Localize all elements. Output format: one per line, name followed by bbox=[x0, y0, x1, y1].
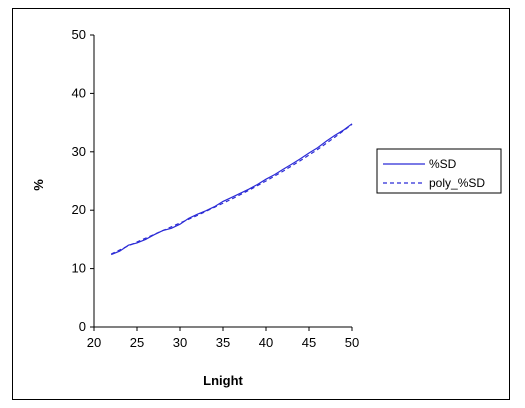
x-tick-label: 30 bbox=[173, 335, 187, 350]
x-tick-label: 25 bbox=[130, 335, 144, 350]
series-line-1 bbox=[110, 123, 353, 256]
y-tick-label: 20 bbox=[72, 202, 86, 217]
axes bbox=[93, 35, 352, 328]
legend-label-1: %SD bbox=[429, 157, 457, 171]
y-tick-label: 30 bbox=[72, 144, 86, 159]
series-layer bbox=[110, 123, 353, 256]
y-tick-label: 0 bbox=[79, 319, 86, 334]
x-tick-label: 20 bbox=[87, 335, 101, 350]
line-chart: 0 10 20 30 40 50 20 25 30 35 40 45 50 % Lnight %SD p… bbox=[31, 27, 502, 388]
y-ticks: 0 10 20 30 40 50 bbox=[72, 27, 94, 334]
x-axis-title: Lnight bbox=[203, 373, 243, 388]
x-tick-label: 50 bbox=[345, 335, 359, 350]
chart-frame: 0 10 20 30 40 50 20 25 30 35 40 45 50 % Lnight %SD p… bbox=[12, 8, 510, 400]
x-ticks: 20 25 30 35 40 45 50 bbox=[87, 327, 359, 350]
y-tick-label: 40 bbox=[72, 85, 86, 100]
y-tick-label: 50 bbox=[72, 27, 86, 42]
x-tick-label: 40 bbox=[259, 335, 273, 350]
legend-label-2: poly_%SD bbox=[429, 176, 485, 190]
y-tick-label: 10 bbox=[72, 261, 86, 276]
legend-box bbox=[376, 148, 502, 194]
legend: %SD poly_%SD bbox=[376, 148, 502, 194]
series-line-2 bbox=[110, 123, 353, 255]
x-tick-label: 35 bbox=[216, 335, 230, 350]
x-tick-label: 45 bbox=[302, 335, 316, 350]
y-axis-title: % bbox=[31, 179, 46, 191]
